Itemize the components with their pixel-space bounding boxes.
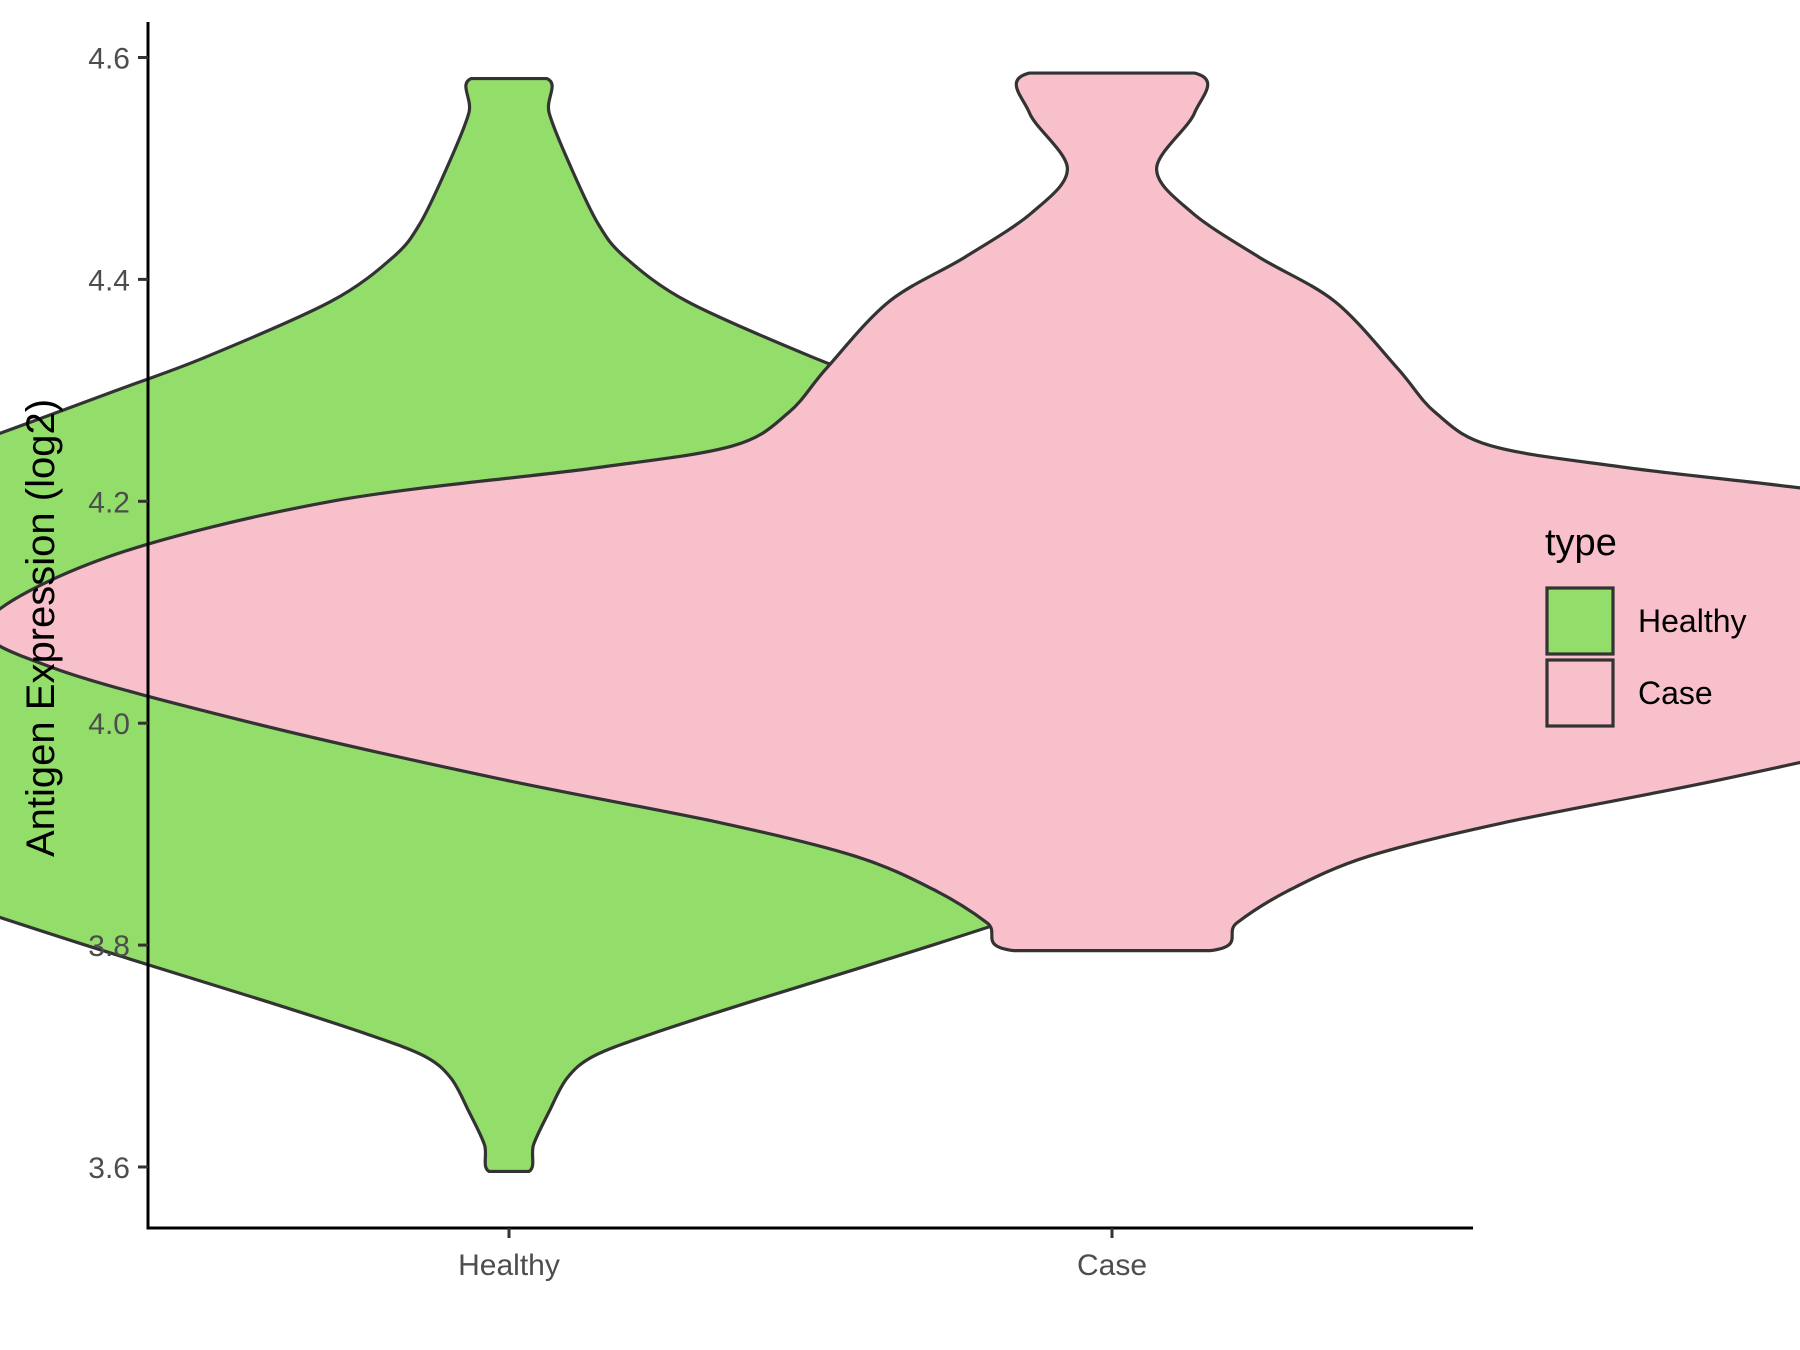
violin-case xyxy=(0,71,1800,953)
legend-label-healthy: Healthy xyxy=(1638,603,1747,639)
y-tick-label: 4.4 xyxy=(88,264,130,297)
y-tick-label: 4.2 xyxy=(88,486,130,519)
legend-label-case: Case xyxy=(1638,675,1713,711)
plot-area xyxy=(0,71,1800,1174)
y-axis: 3.6 3.8 4.0 4.2 4.4 4.6 xyxy=(88,22,150,1228)
x-axis: Healthy Case xyxy=(146,1226,1473,1282)
legend-swatch-healthy xyxy=(1545,586,1615,656)
y-axis-title: Antigen Expression (log2) xyxy=(19,399,63,857)
legend-swatch-case xyxy=(1545,658,1615,728)
y-tick-label: 4.0 xyxy=(88,708,130,741)
y-tick-label: 3.8 xyxy=(88,930,130,963)
legend-title: type xyxy=(1545,522,1617,564)
x-tick-label-case: Case xyxy=(1077,1249,1147,1282)
y-tick-label: 4.6 xyxy=(88,43,130,76)
y-tick-label: 3.6 xyxy=(88,1152,130,1185)
x-tick-label-healthy: Healthy xyxy=(458,1249,560,1282)
legend: type Healthy Case xyxy=(1545,522,1747,728)
